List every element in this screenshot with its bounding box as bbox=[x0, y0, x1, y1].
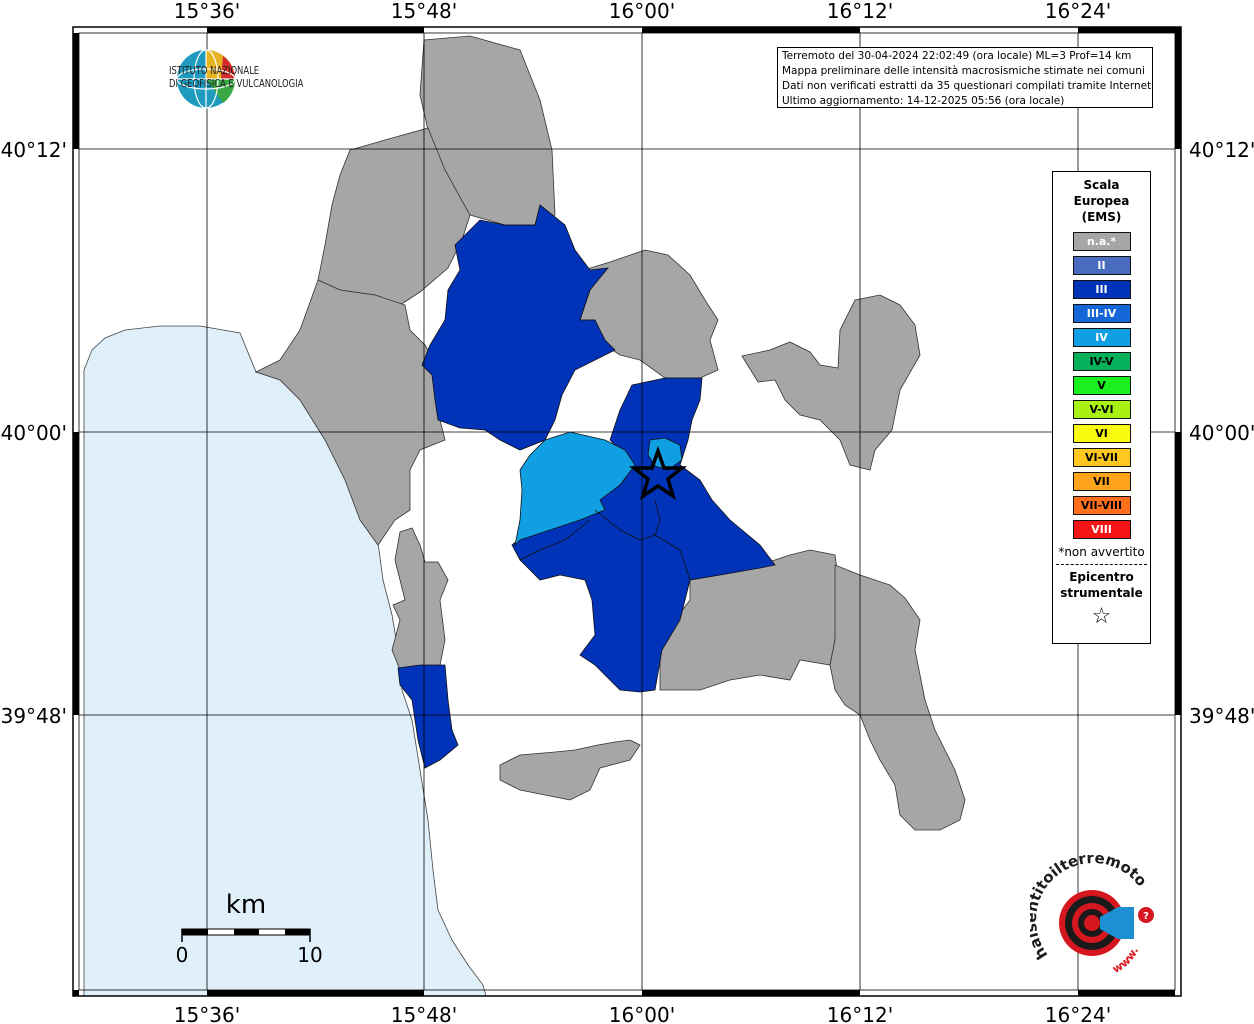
info-line-4: Ultimo aggiornamento: 14-12-2025 05:56 (… bbox=[782, 95, 1065, 107]
frame-segment bbox=[73, 432, 79, 715]
frame-segment bbox=[642, 990, 860, 996]
legend-item: II bbox=[1072, 256, 1131, 275]
legend-item: V-VI bbox=[1072, 400, 1131, 419]
bottom-label-3: 16°00' bbox=[609, 1003, 675, 1024]
frame-segment bbox=[1175, 432, 1181, 715]
municipality-south bbox=[499, 739, 641, 801]
frame-segment bbox=[73, 33, 79, 149]
bottom-label-5: 16°24' bbox=[1045, 1003, 1111, 1024]
info-line-3: Dati non verificati estratti da 35 quest… bbox=[782, 80, 1153, 92]
event-info-box: Terremoto del 30-04-2024 22:02:49 (ora l… bbox=[777, 47, 1153, 108]
svg-text:?: ? bbox=[1143, 911, 1149, 922]
legend-item: IV bbox=[1072, 328, 1131, 347]
frame-segment bbox=[1175, 33, 1181, 149]
ems-legend: Scala Europea (EMS) n.a.* II III III-IV IV IV… bbox=[1052, 171, 1151, 644]
frame-segment bbox=[1078, 990, 1175, 996]
bottom-label-2: 15°48' bbox=[391, 1003, 457, 1024]
legend-separator bbox=[1056, 564, 1147, 565]
legend-item: VII-VIII bbox=[1072, 496, 1131, 515]
top-label-4: 16°12' bbox=[827, 0, 893, 23]
legend-items: n.a.* II III III-IV IV IV-V V V-VI VI VI-VII VII VI… bbox=[1053, 232, 1150, 539]
legend-title-1: Scala bbox=[1083, 178, 1120, 192]
scale-max: 10 bbox=[297, 943, 322, 967]
frame-segment bbox=[207, 27, 424, 33]
frame-segment bbox=[73, 990, 79, 996]
right-label-2: 40°00' bbox=[1189, 421, 1254, 445]
top-label-5: 16°24' bbox=[1045, 0, 1111, 23]
legend-item: IV-V bbox=[1072, 352, 1131, 371]
left-label-3: 39°48' bbox=[1, 704, 67, 728]
ingv-globe-icon bbox=[176, 49, 236, 109]
top-label-3: 16°00' bbox=[609, 0, 675, 23]
scale-bar: km 0 10 bbox=[176, 890, 323, 967]
haisentito-logo-www: www. bbox=[1110, 945, 1141, 976]
intensity-iii-municipalities bbox=[397, 204, 776, 769]
legend-item: VIII bbox=[1072, 520, 1131, 539]
top-label-2: 15°48' bbox=[391, 0, 457, 23]
legend-title-2: Europea bbox=[1073, 194, 1130, 208]
ingv-line-1: ISTITUTO NAZIONALE bbox=[169, 64, 260, 77]
ingv-line-2: DI GEOFISICA E VULCANOLOGIA bbox=[169, 77, 304, 90]
municipality-southeast-2 bbox=[829, 564, 966, 831]
bottom-label-1: 15°36' bbox=[174, 1003, 240, 1024]
info-line-2: Mappa preliminare delle intensità macros… bbox=[782, 65, 1145, 77]
municipality-iii-coast bbox=[397, 664, 459, 769]
municipality-west-coast bbox=[254, 279, 446, 546]
legend-epicenter-title: Epicentro strumentale bbox=[1053, 569, 1150, 601]
tyrrhenian-sea bbox=[83, 325, 487, 997]
bottom-label-4: 16°12' bbox=[827, 1003, 893, 1024]
municipality-iv-west bbox=[514, 431, 636, 547]
frame-segment bbox=[1078, 27, 1175, 33]
svg-text:www.: www. bbox=[1110, 945, 1141, 976]
legend-epicenter-1: Epicentro bbox=[1069, 570, 1134, 584]
frame-segment bbox=[642, 27, 860, 33]
legend-epicenter-2: strumentale bbox=[1060, 586, 1143, 600]
scale-unit: km bbox=[226, 890, 266, 920]
haisentito-logo-icon: ? haisentitoilterremoto.it www. bbox=[1030, 855, 1154, 976]
intensity-iv-municipalities bbox=[514, 431, 683, 547]
frame-segment bbox=[207, 990, 424, 996]
legend-item: VI-VII bbox=[1072, 448, 1131, 467]
frame-segment bbox=[1175, 27, 1181, 33]
epicenter-star-icon: ☆ bbox=[1091, 604, 1112, 629]
epicenter-star bbox=[628, 445, 688, 501]
right-label-3: 39°48' bbox=[1189, 704, 1254, 728]
municipality-iv-east bbox=[647, 437, 683, 471]
municipality-east bbox=[741, 294, 921, 471]
legend-item: VII bbox=[1072, 472, 1131, 491]
ingv-name: ISTITUTO NAZIONALE DI GEOFISICA E VULCAN… bbox=[169, 64, 303, 90]
scale-min: 0 bbox=[176, 943, 189, 967]
left-label-2: 40°00' bbox=[1, 421, 67, 445]
info-line-1: Terremoto del 30-04-2024 22:02:49 (ora l… bbox=[782, 50, 1132, 62]
left-label-1: 40°12' bbox=[1, 138, 67, 162]
legend-title-3: (EMS) bbox=[1081, 210, 1122, 224]
legend-title: Scala Europea (EMS) bbox=[1053, 177, 1150, 225]
legend-item: n.a.* bbox=[1072, 232, 1131, 251]
map-frame bbox=[72, 26, 1182, 997]
legend-item: III-IV bbox=[1072, 304, 1131, 323]
right-label-1: 40°12' bbox=[1189, 138, 1254, 162]
top-label-1: 15°36' bbox=[174, 0, 240, 23]
legend-item: VI bbox=[1072, 424, 1131, 443]
legend-note: *non avvertito bbox=[1058, 545, 1145, 559]
internal-boundaries bbox=[519, 499, 691, 581]
legend-item: III bbox=[1072, 280, 1131, 299]
legend-item: V bbox=[1072, 376, 1131, 395]
